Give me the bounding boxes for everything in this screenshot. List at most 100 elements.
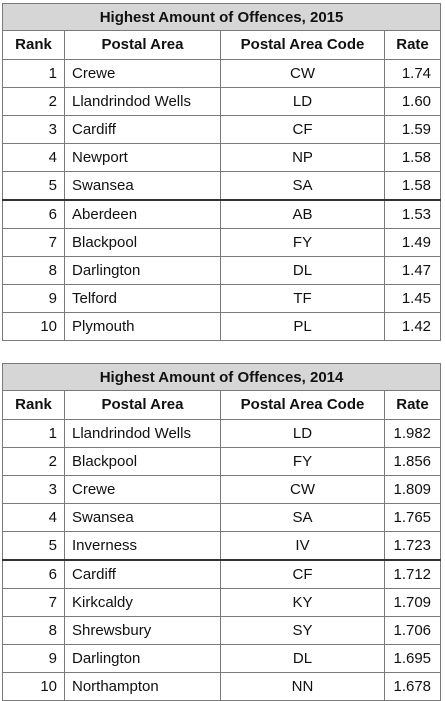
- cell-rate: 1.59: [383, 115, 442, 144]
- cell-postal-area-code: PL: [220, 312, 385, 341]
- cell-postal-area-code: FY: [220, 228, 385, 257]
- cell-rate: 1.695: [383, 644, 442, 673]
- table-row: 5 Swansea SA 1.58: [2, 171, 442, 201]
- cell-postal-area: Llandrindod Wells: [64, 87, 221, 116]
- cell-rate: 1.712: [383, 559, 442, 589]
- table-header-row: Rank Postal Area Postal Area Code Rate: [2, 30, 442, 60]
- cell-rate: 1.60: [383, 87, 442, 116]
- table-row: 10 Northampton NN 1.678: [2, 672, 442, 701]
- table-row: 3 Crewe CW 1.809: [2, 475, 442, 504]
- table-row: 1 Crewe CW 1.74: [2, 59, 442, 88]
- cell-postal-area-code: DL: [220, 644, 385, 673]
- table-row: 8 Darlington DL 1.47: [2, 256, 442, 285]
- cell-postal-area: Kirkcaldy: [64, 588, 221, 617]
- cell-rank: 7: [2, 228, 65, 257]
- cell-rate: 1.53: [383, 199, 442, 229]
- column-header-postal-area-code: Postal Area Code: [220, 390, 385, 420]
- cell-rank: 1: [2, 59, 65, 88]
- cell-rate: 1.47: [383, 256, 442, 285]
- table-row: 4 Swansea SA 1.765: [2, 503, 442, 532]
- cell-rank: 5: [2, 171, 65, 201]
- cell-postal-area-code: SY: [220, 616, 385, 645]
- cell-rate: 1.765: [383, 503, 442, 532]
- cell-postal-area: Swansea: [64, 171, 221, 201]
- cell-postal-area-code: NN: [220, 672, 385, 701]
- cell-postal-area-code: SA: [220, 171, 385, 201]
- cell-postal-area: Plymouth: [64, 312, 221, 341]
- table-row: 4 Newport NP 1.58: [2, 143, 442, 172]
- column-header-rank: Rank: [2, 390, 65, 420]
- cell-rank: 7: [2, 588, 65, 617]
- table-row: 9 Telford TF 1.45: [2, 284, 442, 313]
- cell-postal-area: Blackpool: [64, 228, 221, 257]
- cell-rank: 3: [2, 475, 65, 504]
- cell-postal-area-code: KY: [220, 588, 385, 617]
- cell-postal-area: Darlington: [64, 644, 221, 673]
- cell-rate: 1.49: [383, 228, 442, 257]
- offences-table-2015: Highest Amount of Offences, 2015 Rank Po…: [1, 3, 442, 341]
- cell-rate: 1.42: [383, 312, 442, 341]
- cell-postal-area-code: LD: [220, 87, 385, 116]
- cell-rate: 1.809: [383, 475, 442, 504]
- table-row: 7 Kirkcaldy KY 1.709: [2, 588, 442, 617]
- cell-postal-area: Crewe: [64, 475, 221, 504]
- table-row: 1 Llandrindod Wells LD 1.982: [2, 419, 442, 448]
- cell-postal-area: Blackpool: [64, 447, 221, 476]
- cell-rank: 9: [2, 284, 65, 313]
- cell-rank: 9: [2, 644, 65, 673]
- column-header-postal-area: Postal Area: [64, 30, 221, 60]
- offences-table-2014: Highest Amount of Offences, 2014 Rank Po…: [1, 363, 442, 701]
- cell-postal-area-code: LD: [220, 419, 385, 448]
- cell-postal-area: Newport: [64, 143, 221, 172]
- table-row: 6 Cardiff CF 1.712: [2, 559, 442, 589]
- table-title: Highest Amount of Offences, 2014: [1, 363, 442, 391]
- cell-rank: 3: [2, 115, 65, 144]
- cell-postal-area: Crewe: [64, 59, 221, 88]
- cell-rank: 2: [2, 447, 65, 476]
- cell-rank: 8: [2, 616, 65, 645]
- table-row: 2 Llandrindod Wells LD 1.60: [2, 87, 442, 116]
- cell-rank: 6: [2, 199, 65, 229]
- cell-postal-area-code: DL: [220, 256, 385, 285]
- cell-rate: 1.982: [383, 419, 442, 448]
- cell-postal-area-code: CW: [220, 59, 385, 88]
- table-title-row: Highest Amount of Offences, 2014: [1, 363, 442, 391]
- column-header-rate: Rate: [383, 30, 442, 60]
- cell-postal-area-code: AB: [220, 199, 385, 229]
- cell-rate: 1.709: [383, 588, 442, 617]
- cell-postal-area: Llandrindod Wells: [64, 419, 221, 448]
- column-header-rank: Rank: [2, 30, 65, 60]
- cell-rate: 1.58: [383, 171, 442, 201]
- cell-rank: 1: [2, 419, 65, 448]
- cell-postal-area: Northampton: [64, 672, 221, 701]
- cell-postal-area: Aberdeen: [64, 199, 221, 229]
- column-header-postal-area: Postal Area: [64, 390, 221, 420]
- cell-postal-area: Darlington: [64, 256, 221, 285]
- cell-rank: 4: [2, 503, 65, 532]
- cell-rank: 10: [2, 672, 65, 701]
- cell-postal-area: Cardiff: [64, 115, 221, 144]
- table-title: Highest Amount of Offences, 2015: [1, 3, 442, 31]
- table-row: 2 Blackpool FY 1.856: [2, 447, 442, 476]
- cell-postal-area-code: CF: [220, 559, 385, 589]
- table-title-row: Highest Amount of Offences, 2015: [1, 3, 442, 31]
- cell-rate: 1.678: [383, 672, 442, 701]
- table-row: 8 Shrewsbury SY 1.706: [2, 616, 442, 645]
- cell-rank: 4: [2, 143, 65, 172]
- cell-rate: 1.706: [383, 616, 442, 645]
- cell-postal-area-code: CW: [220, 475, 385, 504]
- cell-postal-area-code: TF: [220, 284, 385, 313]
- cell-postal-area-code: FY: [220, 447, 385, 476]
- cell-postal-area: Cardiff: [64, 559, 221, 589]
- cell-rank: 6: [2, 559, 65, 589]
- table-row: 9 Darlington DL 1.695: [2, 644, 442, 673]
- table-header-row: Rank Postal Area Postal Area Code Rate: [2, 390, 442, 420]
- cell-rate: 1.856: [383, 447, 442, 476]
- cell-rank: 8: [2, 256, 65, 285]
- cell-postal-area-code: CF: [220, 115, 385, 144]
- cell-postal-area: Inverness: [64, 531, 221, 561]
- cell-rate: 1.58: [383, 143, 442, 172]
- table-row: 10 Plymouth PL 1.42: [2, 312, 442, 341]
- table-row: 5 Inverness IV 1.723: [2, 531, 442, 561]
- cell-rate: 1.74: [383, 59, 442, 88]
